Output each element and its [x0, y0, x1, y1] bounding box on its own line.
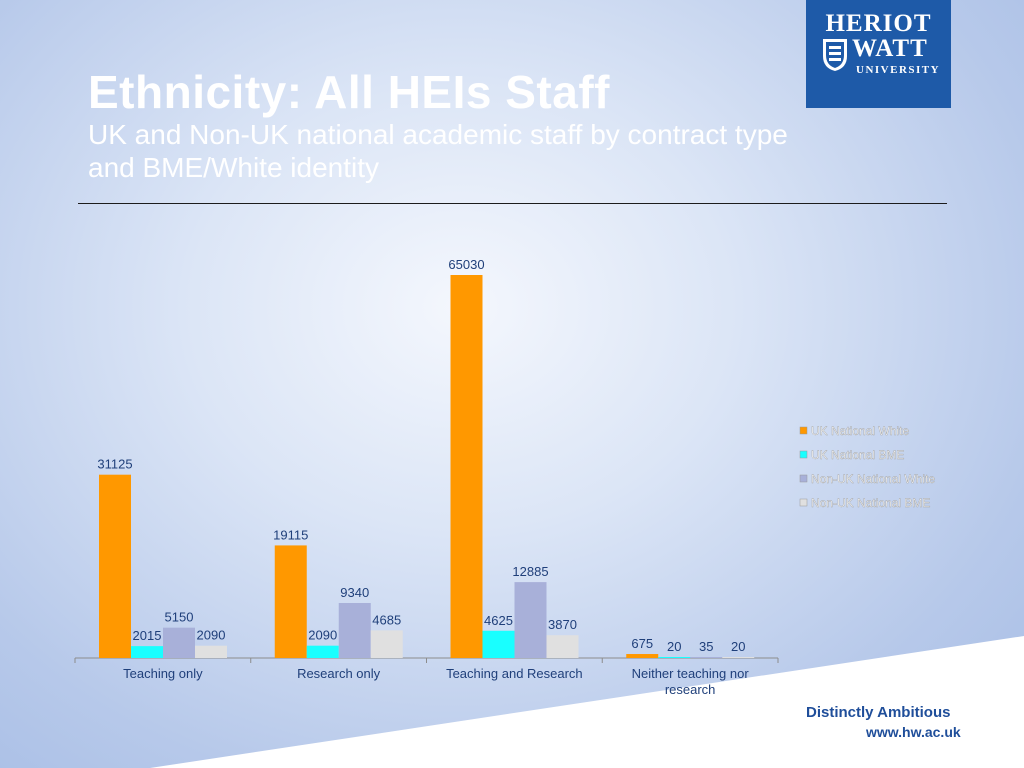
data-label: 4685: [372, 612, 401, 627]
bar: [338, 602, 371, 658]
legend-label: UK National BME: [811, 448, 904, 462]
bar: [690, 657, 723, 658]
x-tick-label: Research only: [297, 666, 381, 681]
legend-swatch: [799, 426, 808, 435]
bar: [99, 474, 131, 658]
legend-swatch: [799, 474, 808, 483]
bar: [482, 630, 515, 658]
data-label: 2090: [308, 628, 337, 643]
bar: [546, 635, 579, 658]
data-label: 65030: [448, 257, 484, 272]
legend-swatch: [799, 498, 808, 507]
x-tick-label: Teaching only: [123, 666, 203, 681]
bar: [163, 627, 195, 658]
bar: [370, 630, 403, 658]
footer-tagline: Distinctly Ambitious: [806, 704, 951, 721]
data-label: 2090: [197, 628, 226, 643]
bar: [722, 657, 755, 658]
bar: [658, 657, 691, 658]
bar: [450, 275, 483, 658]
logo-line-3: UNIVERSITY: [856, 64, 941, 76]
footer-website: www.hw.ac.uk: [866, 724, 961, 740]
data-label: 4625: [484, 613, 513, 628]
logo-line-1: HERIOT: [825, 10, 932, 37]
slide-title-block: Ethnicity: All HEIs Staff UK and Non-UK …: [88, 66, 788, 184]
bar: [274, 545, 307, 658]
bar: [306, 645, 339, 658]
data-label: 3870: [548, 617, 577, 632]
legend-label: UK National White: [811, 424, 909, 438]
slide-subtitle: UK and Non-UK national academic staff by…: [88, 119, 788, 183]
data-label: 35: [699, 639, 713, 654]
data-label: 31125: [97, 457, 132, 472]
data-label: 20: [731, 639, 745, 654]
data-label: 5150: [165, 610, 194, 625]
x-tick-label: Neither teaching nor research: [632, 666, 750, 697]
legend-swatch: [799, 450, 808, 459]
data-label: 12885: [512, 564, 548, 579]
data-label: 19115: [273, 527, 308, 542]
university-logo: HERIOT WATT UNIVERSITY: [806, 0, 951, 108]
bar: [195, 645, 227, 658]
data-label: 20: [667, 639, 681, 654]
data-label: 675: [631, 636, 653, 651]
title-divider: [78, 203, 947, 204]
data-label: 9340: [340, 585, 369, 600]
legend-label: Non-UK National White: [811, 472, 935, 486]
bar: [514, 582, 547, 658]
slide-title: Ethnicity: All HEIs Staff: [88, 66, 610, 118]
x-tick-label: Teaching and Research: [446, 666, 583, 681]
bar: [626, 654, 659, 658]
logo-line-2: WATT: [852, 35, 928, 62]
data-label: 2015: [133, 628, 162, 643]
bar: [131, 646, 163, 658]
legend-label: Non-UK National BME: [811, 496, 930, 510]
crest-icon: [823, 39, 847, 71]
